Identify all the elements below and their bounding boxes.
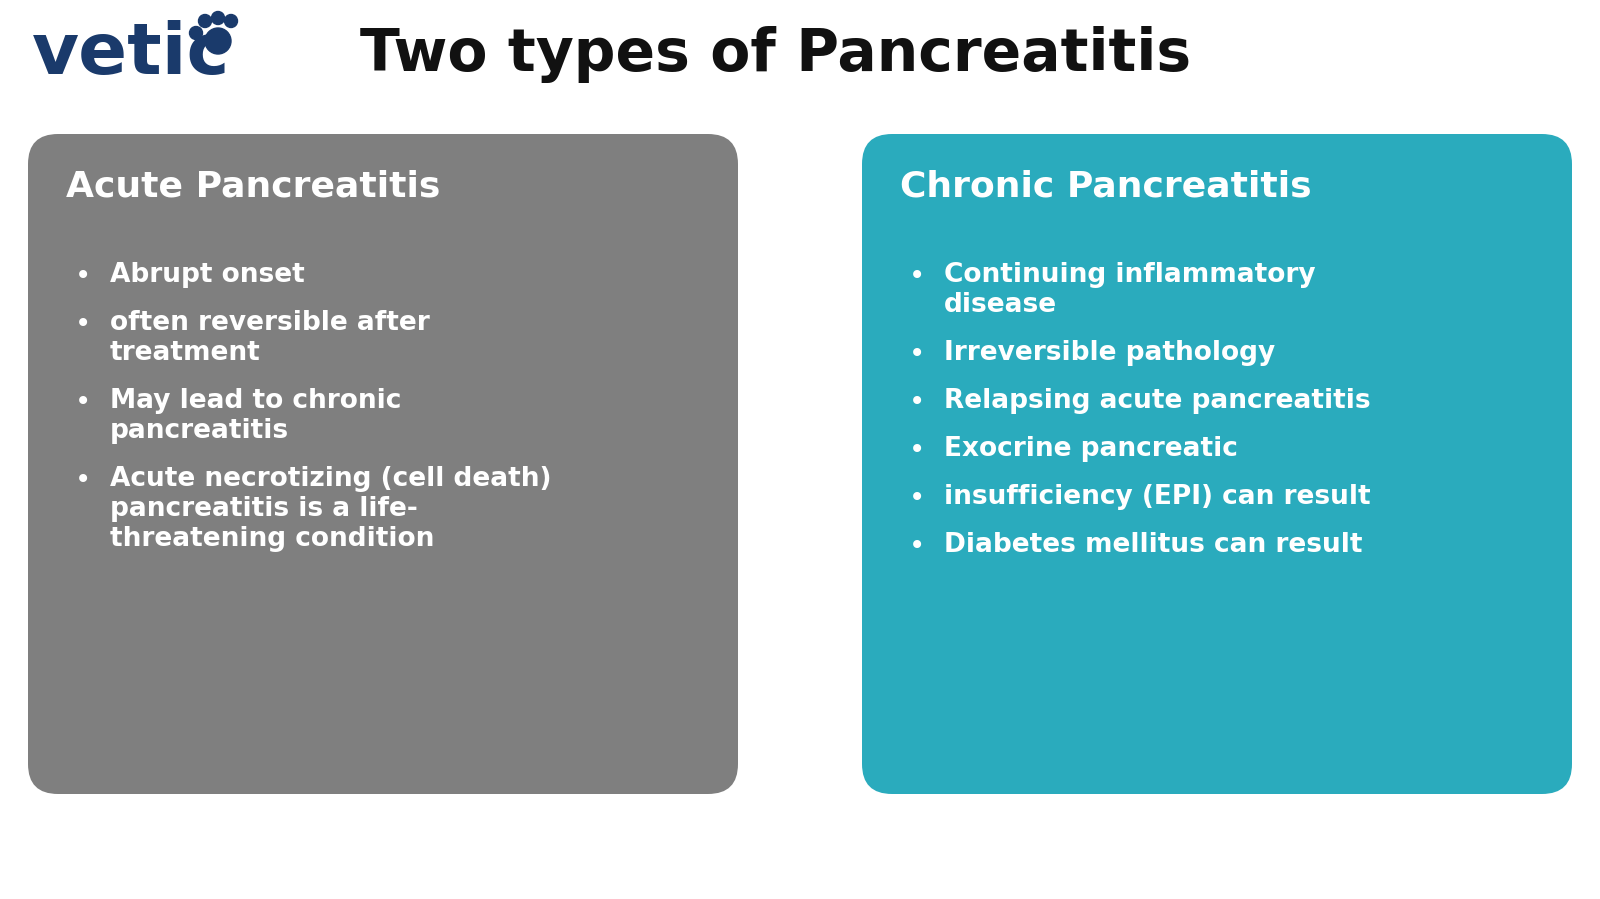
Text: •: • <box>75 310 91 338</box>
Text: •: • <box>909 532 925 560</box>
Text: pancreatitis: pancreatitis <box>110 418 290 444</box>
Text: •: • <box>75 262 91 290</box>
Text: •: • <box>909 340 925 368</box>
Text: Exocrine pancreatic: Exocrine pancreatic <box>944 436 1238 462</box>
Text: •: • <box>909 436 925 464</box>
FancyBboxPatch shape <box>862 134 1571 794</box>
Text: Acute necrotizing (cell death): Acute necrotizing (cell death) <box>110 466 552 492</box>
Text: pancreatitis is a life-: pancreatitis is a life- <box>110 496 418 522</box>
Text: •: • <box>909 484 925 512</box>
Text: insufficiency (EPI) can result: insufficiency (EPI) can result <box>944 484 1371 510</box>
Text: May lead to chronic: May lead to chronic <box>110 388 402 414</box>
Text: vetic: vetic <box>32 20 230 88</box>
Text: threatening condition: threatening condition <box>110 526 434 552</box>
Text: •: • <box>909 262 925 290</box>
Text: Chronic Pancreatitis: Chronic Pancreatitis <box>899 169 1312 203</box>
Circle shape <box>198 14 211 28</box>
Text: often reversible after: often reversible after <box>110 310 430 336</box>
Text: Acute Pancreatitis: Acute Pancreatitis <box>66 169 440 203</box>
FancyBboxPatch shape <box>29 134 738 794</box>
Text: Diabetes mellitus can result: Diabetes mellitus can result <box>944 532 1363 558</box>
Text: •: • <box>909 388 925 416</box>
Text: •: • <box>75 388 91 416</box>
Circle shape <box>211 12 224 24</box>
Circle shape <box>189 26 203 40</box>
Text: Irreversible pathology: Irreversible pathology <box>944 340 1275 366</box>
Text: Continuing inflammatory: Continuing inflammatory <box>944 262 1315 288</box>
Text: Relapsing acute pancreatitis: Relapsing acute pancreatitis <box>944 388 1371 414</box>
Text: •: • <box>75 466 91 494</box>
Text: treatment: treatment <box>110 340 261 366</box>
Circle shape <box>224 14 237 28</box>
Text: Abrupt onset: Abrupt onset <box>110 262 304 288</box>
Circle shape <box>205 28 230 54</box>
Text: Two types of Pancreatitis: Two types of Pancreatitis <box>360 25 1190 83</box>
Text: disease: disease <box>944 292 1058 318</box>
